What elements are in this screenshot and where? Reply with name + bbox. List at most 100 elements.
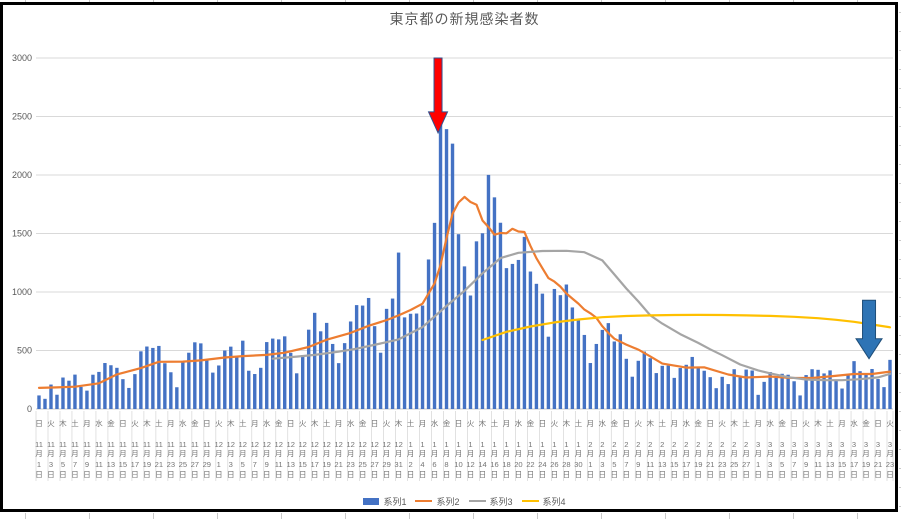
- x-tick-label-part: 日: [47, 470, 55, 479]
- x-tick-label-part: 月: [239, 449, 247, 458]
- x-tick-label-part: 27: [742, 460, 750, 469]
- x-tick-label-part: 12: [286, 440, 294, 449]
- x-tick-label-part: 8: [444, 460, 448, 469]
- x-tick-label-part: 15: [119, 460, 127, 469]
- sheet-gridline: [601, 0, 602, 2]
- x-tick-label-part: 月: [742, 449, 750, 458]
- x-tick-label-part: 月: [47, 449, 55, 458]
- x-tick-label-part: 月: [419, 449, 427, 458]
- x-tick-label-part: 木: [563, 418, 571, 428]
- line-series2[interactable]: [37, 195, 892, 389]
- annotation-red-arrow[interactable]: [427, 57, 449, 135]
- x-tick-label-part: 11: [179, 440, 187, 449]
- legend-item-series4[interactable]: 系列4: [521, 495, 566, 508]
- bar: [402, 317, 407, 409]
- bar: [253, 374, 257, 409]
- x-tick-label-part: 1: [456, 440, 460, 449]
- bar: [223, 350, 227, 409]
- x-tick-label-part: 月: [563, 449, 571, 458]
- x-tick-label-part: 9: [636, 460, 640, 469]
- bar: [456, 234, 461, 409]
- x-tick-label-part: 月: [215, 449, 223, 458]
- x-tick-label-part: 水: [599, 418, 607, 428]
- x-tick-label-part: 日: [455, 419, 463, 428]
- legend-line-swatch: [468, 499, 486, 503]
- bars-series1[interactable]: [37, 122, 892, 410]
- sheet-gridline: [729, 513, 730, 519]
- sheet-gridline: [217, 513, 218, 519]
- x-tick-label-part: 金: [694, 418, 702, 428]
- x-tick-label-part: 木: [479, 418, 487, 428]
- x-tick-label-part: 11: [95, 460, 103, 469]
- x-tick-label-part: 11: [83, 440, 91, 449]
- annotation-blue-arrow[interactable]: [855, 299, 883, 360]
- x-tick-label-part: 3: [876, 440, 880, 449]
- sheet-gridline: [89, 513, 90, 519]
- legend-item-series1[interactable]: 系列1: [363, 495, 406, 508]
- x-tick-label-part: 月: [83, 419, 91, 428]
- x-tick-label-part: 11: [35, 440, 43, 449]
- blue-arrow-shape[interactable]: [855, 299, 883, 360]
- sheet-gridline: [899, 259, 901, 260]
- line-series4[interactable]: [481, 313, 892, 342]
- bar: [426, 259, 431, 409]
- chart-object[interactable]: [0, 2, 898, 512]
- x-tick-label-part: 日: [862, 470, 870, 479]
- x-tick-label-part: 2: [660, 440, 664, 449]
- red-arrow-shape[interactable]: [427, 57, 449, 135]
- bar: [882, 387, 886, 409]
- x-tick-label-part: 月: [179, 449, 187, 458]
- x-tick-label-part: 月: [730, 449, 738, 458]
- legend-item-series3[interactable]: 系列3: [468, 495, 513, 508]
- x-tick-label-part: 月: [335, 419, 343, 428]
- y-tick-label: 1500: [12, 229, 32, 239]
- bar: [175, 387, 179, 409]
- bar: [73, 374, 77, 409]
- bar: [816, 369, 820, 409]
- x-tick-label-part: 日: [335, 470, 343, 479]
- x-tick-label-part: 3: [804, 440, 808, 449]
- bar: [804, 375, 808, 409]
- x-tick-label-part: 月: [503, 419, 511, 428]
- bar: [642, 351, 646, 409]
- legend-item-series2[interactable]: 系列2: [415, 495, 460, 508]
- sheet-gridline: [153, 513, 154, 519]
- x-tick-label-part: 月: [670, 449, 678, 458]
- x-tick-label-part: 月: [575, 449, 583, 458]
- chart-title: 東京都の新規感染者数: [389, 11, 540, 27]
- bar: [271, 338, 275, 409]
- bar: [55, 394, 59, 409]
- x-tick-label-part: 1: [528, 440, 532, 449]
- x-tick-label-part: 月: [347, 449, 355, 458]
- sheet-gridline: [899, 449, 901, 450]
- x-tick-label-part: 1: [576, 440, 580, 449]
- x-tick-label-part: 5: [780, 460, 784, 469]
- bar: [858, 371, 862, 409]
- x-tick-label-part: 火: [635, 419, 643, 428]
- x-tick-label-part: 1: [504, 440, 508, 449]
- x-tick-label-part: 11: [71, 440, 79, 449]
- bar: [127, 387, 131, 409]
- x-tick-label-part: 日: [479, 470, 487, 479]
- x-axis-labels: 日11月1日火11月3日木11月5日土11月7日月11月9日水11月11日金11…: [35, 418, 894, 479]
- x-tick-label-part: 月: [95, 449, 103, 458]
- x-tick-label-part: 11: [107, 440, 115, 449]
- bar: [552, 288, 557, 409]
- x-tick-label-part: 月: [227, 449, 235, 458]
- x-tick-label-part: 月: [299, 449, 307, 458]
- x-tick-label-part: 2: [696, 440, 700, 449]
- bar: [372, 326, 377, 409]
- x-tick-label-part: 日: [515, 470, 523, 479]
- x-tick-label-part: 1: [444, 440, 448, 449]
- x-tick-label-part: 3: [229, 460, 233, 469]
- sheet-gridline: [899, 12, 901, 13]
- x-tick-label-part: 12: [370, 440, 378, 449]
- bar: [103, 363, 107, 409]
- bar: [139, 351, 143, 409]
- x-tick-label-part: 金: [191, 418, 199, 428]
- x-tick-label-part: 日: [431, 470, 439, 479]
- legend-line-swatch: [521, 499, 539, 503]
- x-tick-label-part: 月: [814, 449, 822, 458]
- bar: [480, 233, 485, 409]
- line-series3[interactable]: [271, 249, 892, 382]
